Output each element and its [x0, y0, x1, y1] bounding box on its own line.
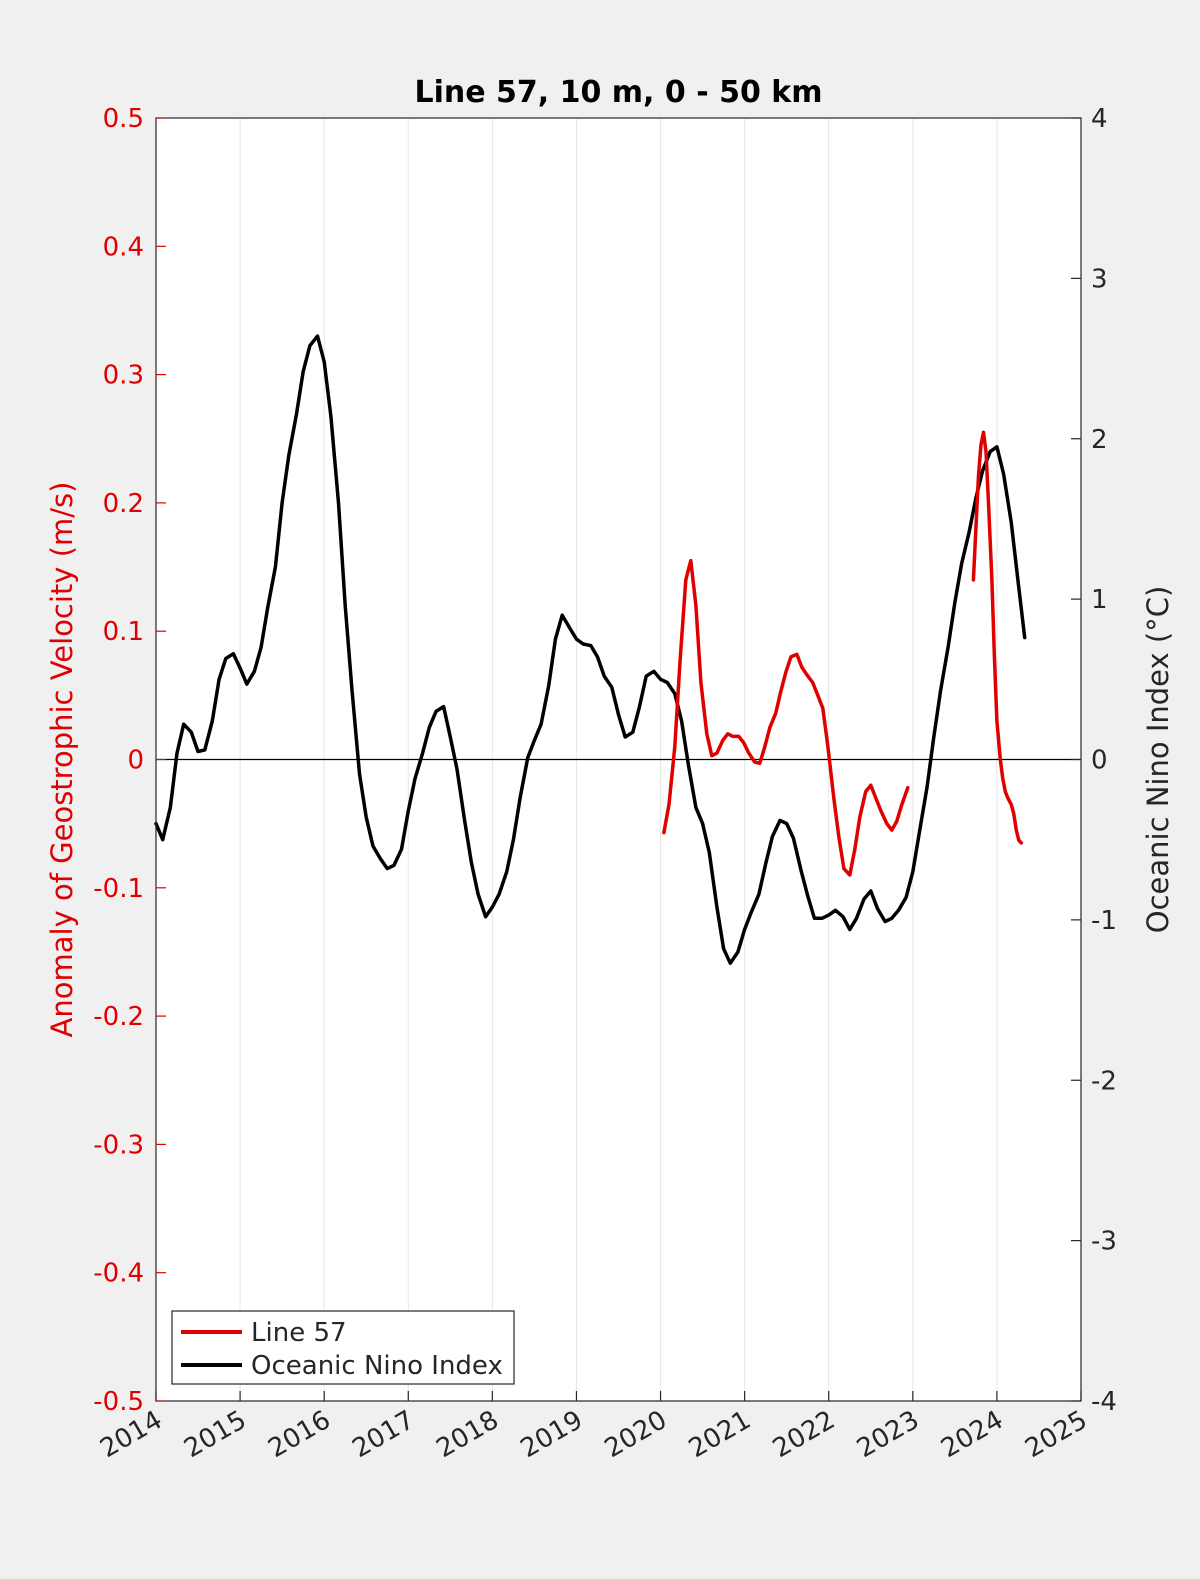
series-line-oceanic-nino-index [154, 334, 1027, 965]
y-left-tick-label-0.4: 0.4 [103, 232, 144, 262]
y-left-tick-label--0.3: -0.3 [93, 1130, 144, 1160]
y-right-tick-label-0: 0 [1091, 746, 1108, 776]
y-left-tick-label-0.3: 0.3 [103, 361, 144, 391]
y-left-tick-label-0.1: 0.1 [103, 617, 144, 647]
x-tick-label-2020: 2020 [600, 1405, 672, 1464]
x-tick-label-2024: 2024 [936, 1405, 1008, 1464]
legend-label-line-57: Line 57 [251, 1318, 347, 1348]
y-axis-right-label: Oceanic Nino Index (°C) [1141, 586, 1175, 934]
x-tick-label-2023: 2023 [852, 1405, 924, 1464]
y-axis-left-label: Anomaly of Geostrophic Velocity (m/s) [45, 482, 79, 1038]
legend-label-oceanic-nino-index: Oceanic Nino Index [251, 1351, 503, 1381]
x-tick-label-2021: 2021 [684, 1405, 756, 1464]
x-tick-label-2025: 2025 [1020, 1405, 1092, 1464]
x-tick-label-2018: 2018 [432, 1405, 504, 1464]
series-line-line-57-segment-2 [971, 430, 1024, 845]
y-right-tick-label-2: 2 [1091, 425, 1108, 455]
y-right-tick-label--2: -2 [1091, 1066, 1117, 1096]
series-line-line-57-segment-1 [662, 558, 910, 877]
y-left-tick-label--0.4: -0.4 [93, 1259, 144, 1289]
y-right-tick-label-1: 1 [1091, 585, 1108, 615]
x-tick-label-2019: 2019 [516, 1405, 588, 1464]
series-layer [154, 334, 1027, 965]
y-left-tick-label-0.2: 0.2 [103, 489, 144, 519]
y-left-tick-label--0.5: -0.5 [93, 1387, 144, 1417]
y-left-tick-label-0: 0 [127, 746, 144, 776]
y-right-tick-label--3: -3 [1091, 1227, 1117, 1257]
y-right-tick-label-3: 3 [1091, 264, 1108, 294]
y-left-tick-label--0.2: -0.2 [93, 1002, 144, 1032]
y-right-tick-label--1: -1 [1091, 906, 1117, 936]
x-tick-label-2022: 2022 [768, 1405, 840, 1464]
y-left-tick-label-0.5: 0.5 [103, 104, 144, 134]
y-right-tick-label-4: 4 [1091, 104, 1108, 134]
legend: Line 57 Oceanic Nino Index [171, 1310, 515, 1385]
x-tick-label-2015: 2015 [179, 1405, 251, 1464]
y-right-tick-label--4: -4 [1091, 1387, 1117, 1417]
legend-box [171, 1310, 515, 1385]
chart-title: Line 57, 10 m, 0 - 50 km [414, 75, 822, 110]
x-tick-label-2017: 2017 [347, 1405, 419, 1464]
y-left-tick-label--0.1: -0.1 [93, 874, 144, 904]
x-tick-label-2016: 2016 [263, 1405, 335, 1464]
